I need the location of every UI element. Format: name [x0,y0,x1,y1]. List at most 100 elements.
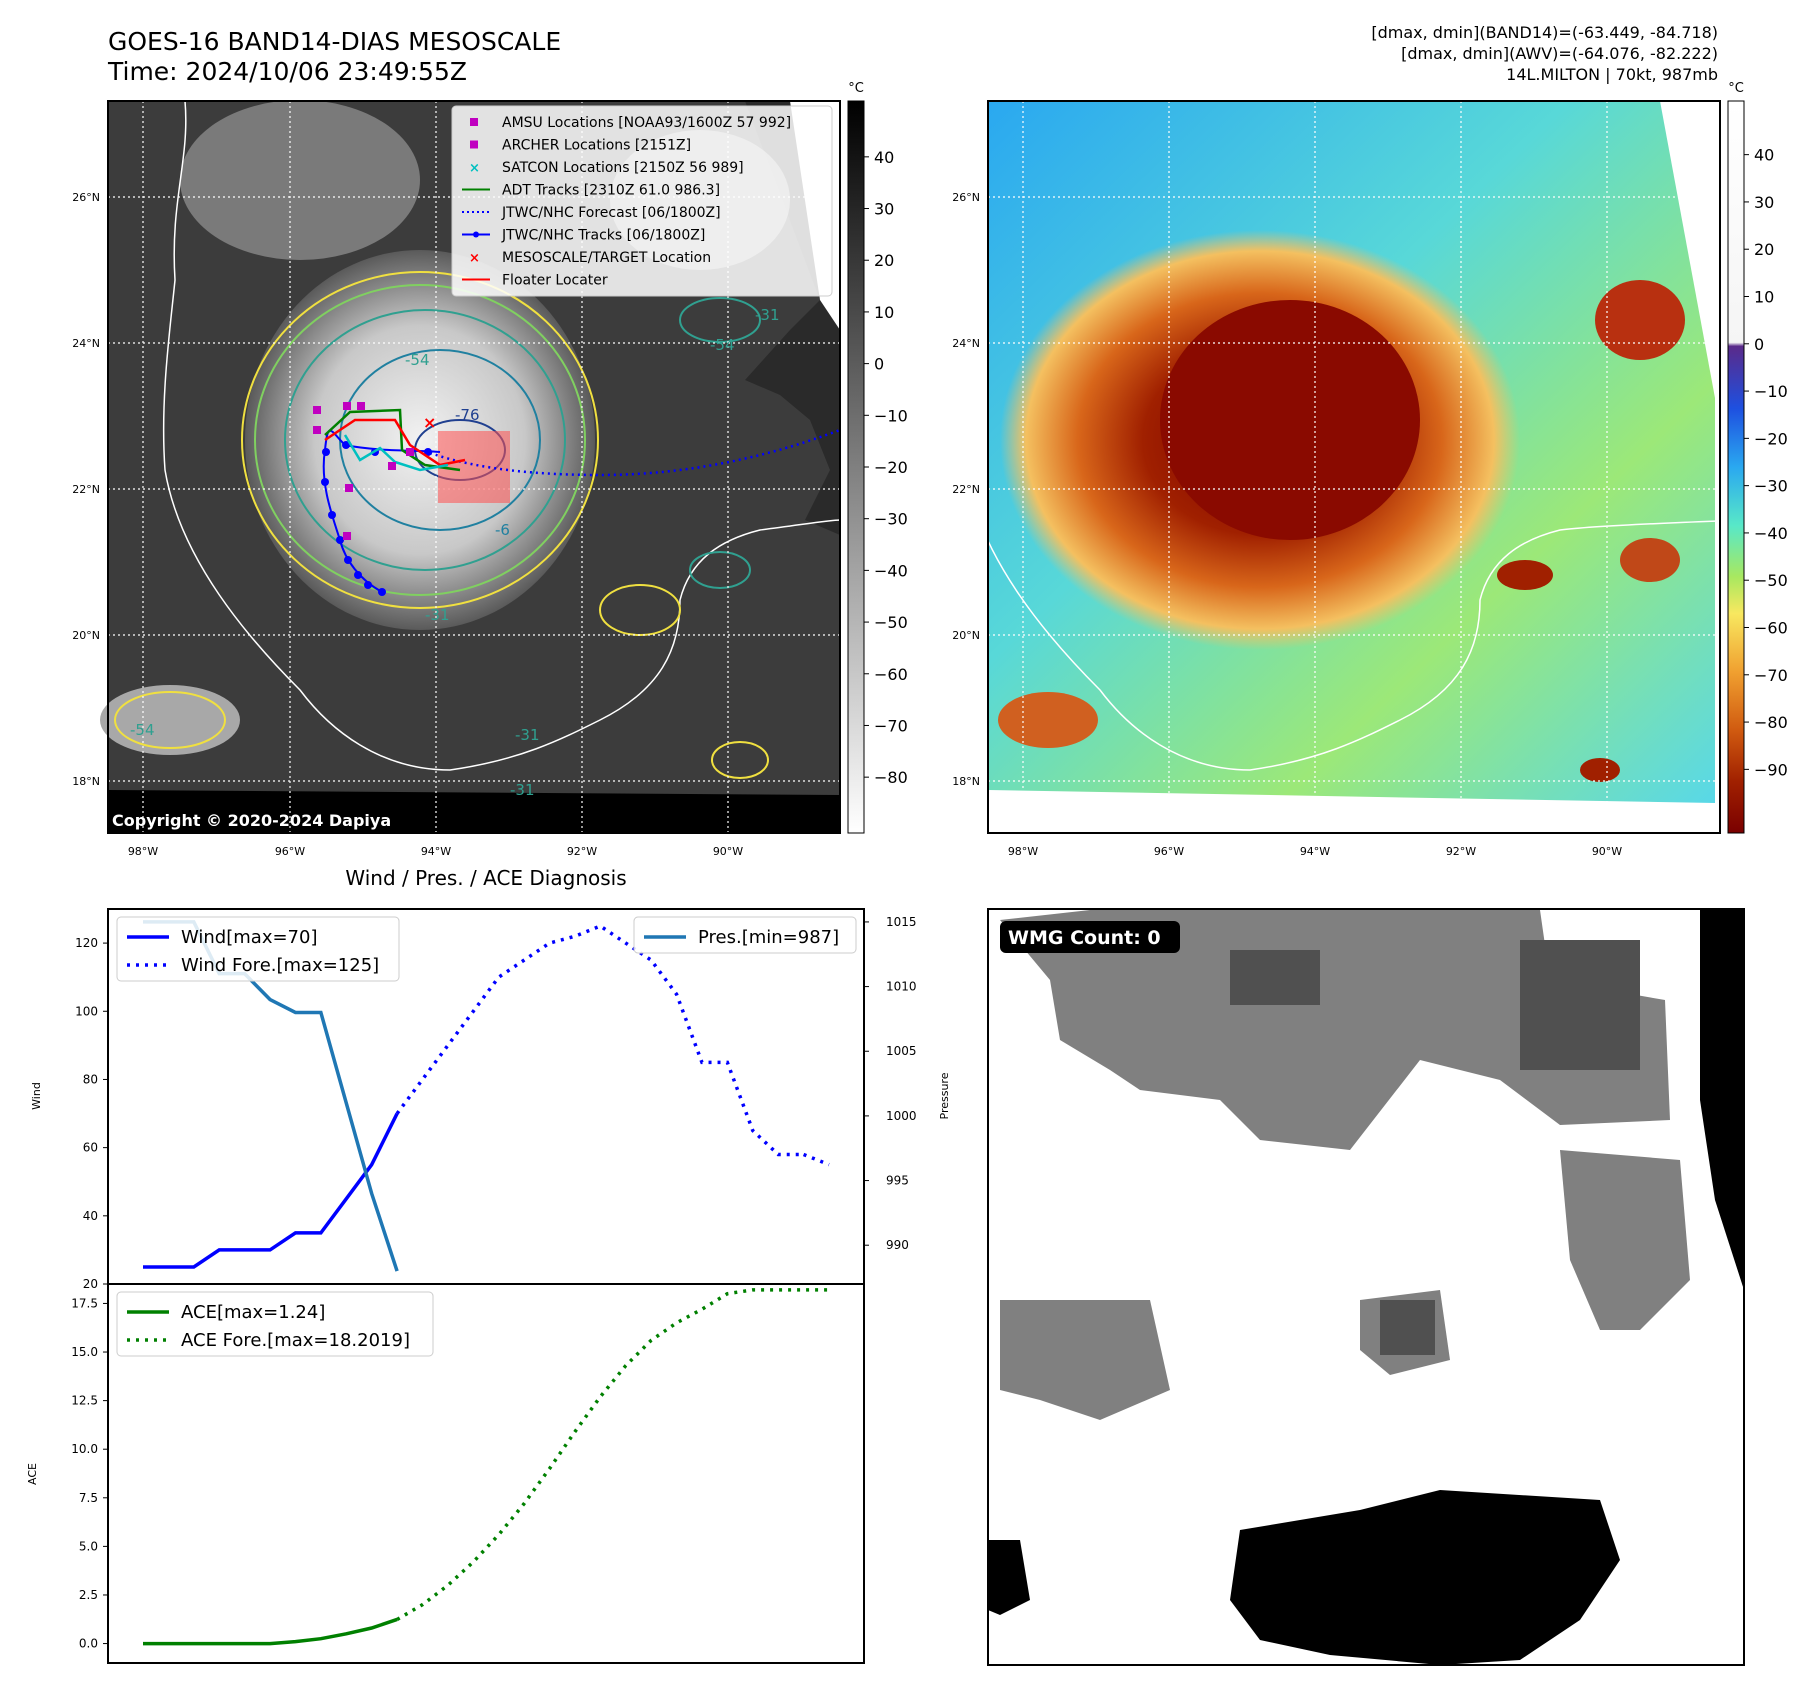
right-map-axes: 26°N 24°N 22°N 20°N 18°N 98°W 96°W 94°W … [952,191,1622,858]
colorbar-tick-label: −30 [874,510,908,529]
contour-label: -54 [710,336,735,354]
legend-label: ARCHER Locations [2151Z] [502,138,691,154]
y-tick-label: 120 [75,936,98,950]
lat-label: 26°N [72,191,100,204]
left-map-axes: 26°N 24°N 22°N 20°N 18°N 98°W 96°W 94°W … [72,191,743,858]
lon-label: 96°W [275,845,305,858]
colorbar-tick-label: −10 [874,406,908,425]
map-legend: AMSU Locations [NOAA93/1600Z 57 992] ARCH… [451,105,833,297]
y-tick-label: 17.5 [71,1296,98,1310]
chart-legend [116,916,400,982]
legend-label: Floater Locater [502,273,608,289]
contour-label: -54 [405,351,430,369]
colorbar-tick-label: 10 [874,303,894,322]
legend-marker [470,118,478,126]
lat-label: 20°N [72,629,100,642]
wind-axis-label: Wind [30,1082,43,1110]
colorbar-tick-label: 0 [1754,335,1764,354]
contour-label: -6 [495,521,510,539]
colorbar-tick-label: 40 [1754,146,1774,165]
contour-label: -31 [510,781,535,799]
legend-label: SATCON Locations [2150Z 56 989] [502,160,744,176]
colorbar-tick-label: 20 [1754,240,1774,259]
colorbar-tick-label: −10 [1754,382,1788,401]
legend-marker: × [469,251,480,266]
legend-label: ACE[max=1.24] [181,1302,325,1323]
lat-label: 18°N [72,775,100,788]
legend-label: Wind Fore.[max=125] [181,955,379,976]
y-tick-label: 5.0 [79,1539,98,1553]
y-tick-label: 20 [83,1277,98,1291]
y-tick-label: 80 [83,1072,98,1086]
y-tick-label: 10.0 [71,1442,98,1456]
legend-marker: × [469,161,480,176]
legend-label: JTWC/NHC Tracks [06/1800Z] [501,228,705,244]
figure-time: Time: 2024/10/06 23:49:55Z [107,57,467,86]
ir-color-map [962,100,1756,834]
y-tick-label: 40 [83,1209,98,1223]
legend-marker [470,140,478,149]
legend-label: JTWC/NHC Forecast [06/1800Z] [501,205,721,221]
wind-pressure-chart: Wind Pressure 120 100 80 60 40 20 1015 1010 1005… [30,908,951,1291]
y-tick-label: 2.5 [79,1588,98,1602]
colorbar-tick-label: −20 [874,458,908,477]
lat-label: 24°N [72,337,100,350]
info-awv: [dmax, dmin](AWV)=(-64.076, -82.222) [1401,44,1718,63]
legend-label: MESOSCALE/TARGET Location [502,250,711,266]
info-band14: [dmax, dmin](BAND14)=(-63.449, -84.718) [1371,23,1718,42]
pressure-axis-label: Pressure [938,1072,951,1119]
lon-label: 94°W [421,845,451,858]
lat-label: 24°N [952,337,980,350]
lat-label: 20°N [952,629,980,642]
color-colorbar: °C 40 30 20 10 0 −10 −20 −30 −40 −50 −60 −70 −80 −90 [1727,81,1788,834]
colorbar-tick-label: −20 [1754,429,1788,448]
y-tick-label: 60 [83,1141,98,1155]
diagnosis-title: Wind / Pres. / ACE Diagnosis [345,866,626,890]
contour-label: -54 [130,721,155,739]
colorbar-tick-label: −40 [874,561,908,580]
y-tick-label: 7.5 [79,1491,98,1505]
y-tick-label: 15.0 [71,1345,98,1359]
y2-tick-label: 1015 [886,915,917,929]
contour-label: -76 [455,406,480,424]
colorbar-tick-label: −90 [1754,760,1788,779]
contour-label: -31 [755,306,780,324]
copyright: Copyright © 2020-2024 Dapiya [112,811,391,830]
lon-label: 90°W [713,845,743,858]
colorbar-tick-label: −60 [874,665,908,684]
series-line [143,1617,398,1646]
colorbar-tick-label: −70 [1754,666,1788,685]
colorbar-tick-label: −80 [1754,713,1788,732]
y-tick-label: 0.0 [79,1637,98,1651]
chart-legend [633,916,857,954]
chart-legend [116,1291,434,1357]
legend-label: AMSU Locations [NOAA93/1600Z 57 992] [502,115,791,131]
legend-label: ACE Fore.[max=18.2019] [181,1330,410,1351]
colorbar-tick-label: 40 [874,148,894,167]
y2-tick-label: 990 [886,1238,909,1252]
colorbar-tick-label: −40 [1754,524,1788,543]
lat-label: 18°N [952,775,980,788]
colorbar-unit: °C [1728,81,1744,96]
colorbar-unit: °C [848,81,864,96]
lon-label: 98°W [128,845,158,858]
colorbar-tick-label: 30 [1754,193,1774,212]
colorbar-tick-label: −60 [1754,619,1788,638]
lon-label: 92°W [1446,845,1476,858]
svg-text:×: × [423,413,436,432]
lon-label: 90°W [1592,845,1622,858]
series-line [396,1288,829,1621]
legend-label: Pres.[min=987] [698,927,839,948]
lat-label: 22°N [72,483,100,496]
lon-label: 96°W [1154,845,1184,858]
contour-label: -31 [425,606,450,624]
y2-tick-label: 1000 [886,1109,917,1123]
lon-label: 98°W [1008,845,1038,858]
y2-tick-label: 1005 [886,1044,917,1058]
lon-label: 94°W [1300,845,1330,858]
colorbar-tick-label: −80 [874,768,908,787]
lat-label: 26°N [952,191,980,204]
colorbar-tick-label: −50 [874,613,908,632]
y-tick-label: 12.5 [71,1394,98,1408]
